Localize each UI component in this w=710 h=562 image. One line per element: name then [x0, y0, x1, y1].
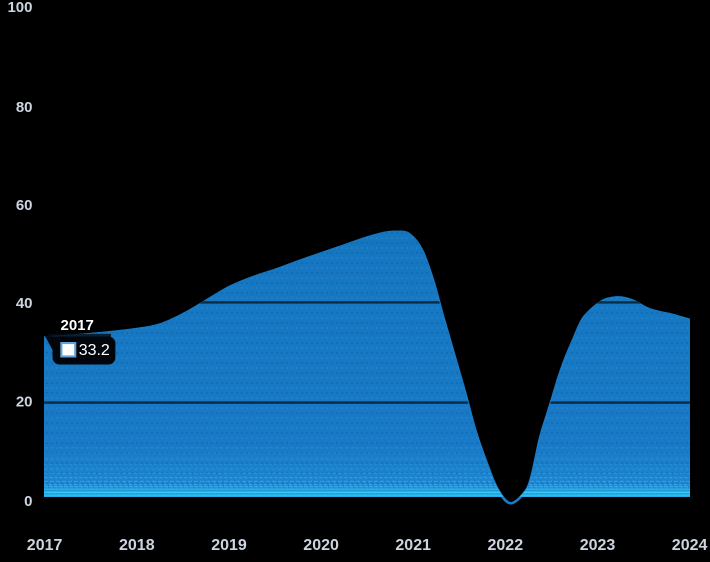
svg-text:0: 0 — [24, 493, 32, 510]
svg-text:2022: 2022 — [488, 537, 524, 554]
svg-text:100: 100 — [7, 0, 32, 16]
svg-text:40: 40 — [16, 295, 33, 312]
svg-text:2018: 2018 — [119, 537, 155, 554]
svg-text:2024: 2024 — [672, 537, 708, 554]
svg-text:33.2: 33.2 — [79, 342, 110, 359]
svg-text:2019: 2019 — [211, 537, 247, 554]
svg-text:2020: 2020 — [303, 537, 339, 554]
svg-text:2021: 2021 — [395, 537, 431, 554]
svg-text:2017: 2017 — [61, 317, 94, 334]
svg-text:2017: 2017 — [27, 537, 63, 554]
svg-text:2023: 2023 — [580, 537, 616, 554]
svg-text:80: 80 — [16, 99, 33, 116]
svg-text:60: 60 — [16, 197, 33, 214]
svg-text:20: 20 — [16, 394, 33, 411]
